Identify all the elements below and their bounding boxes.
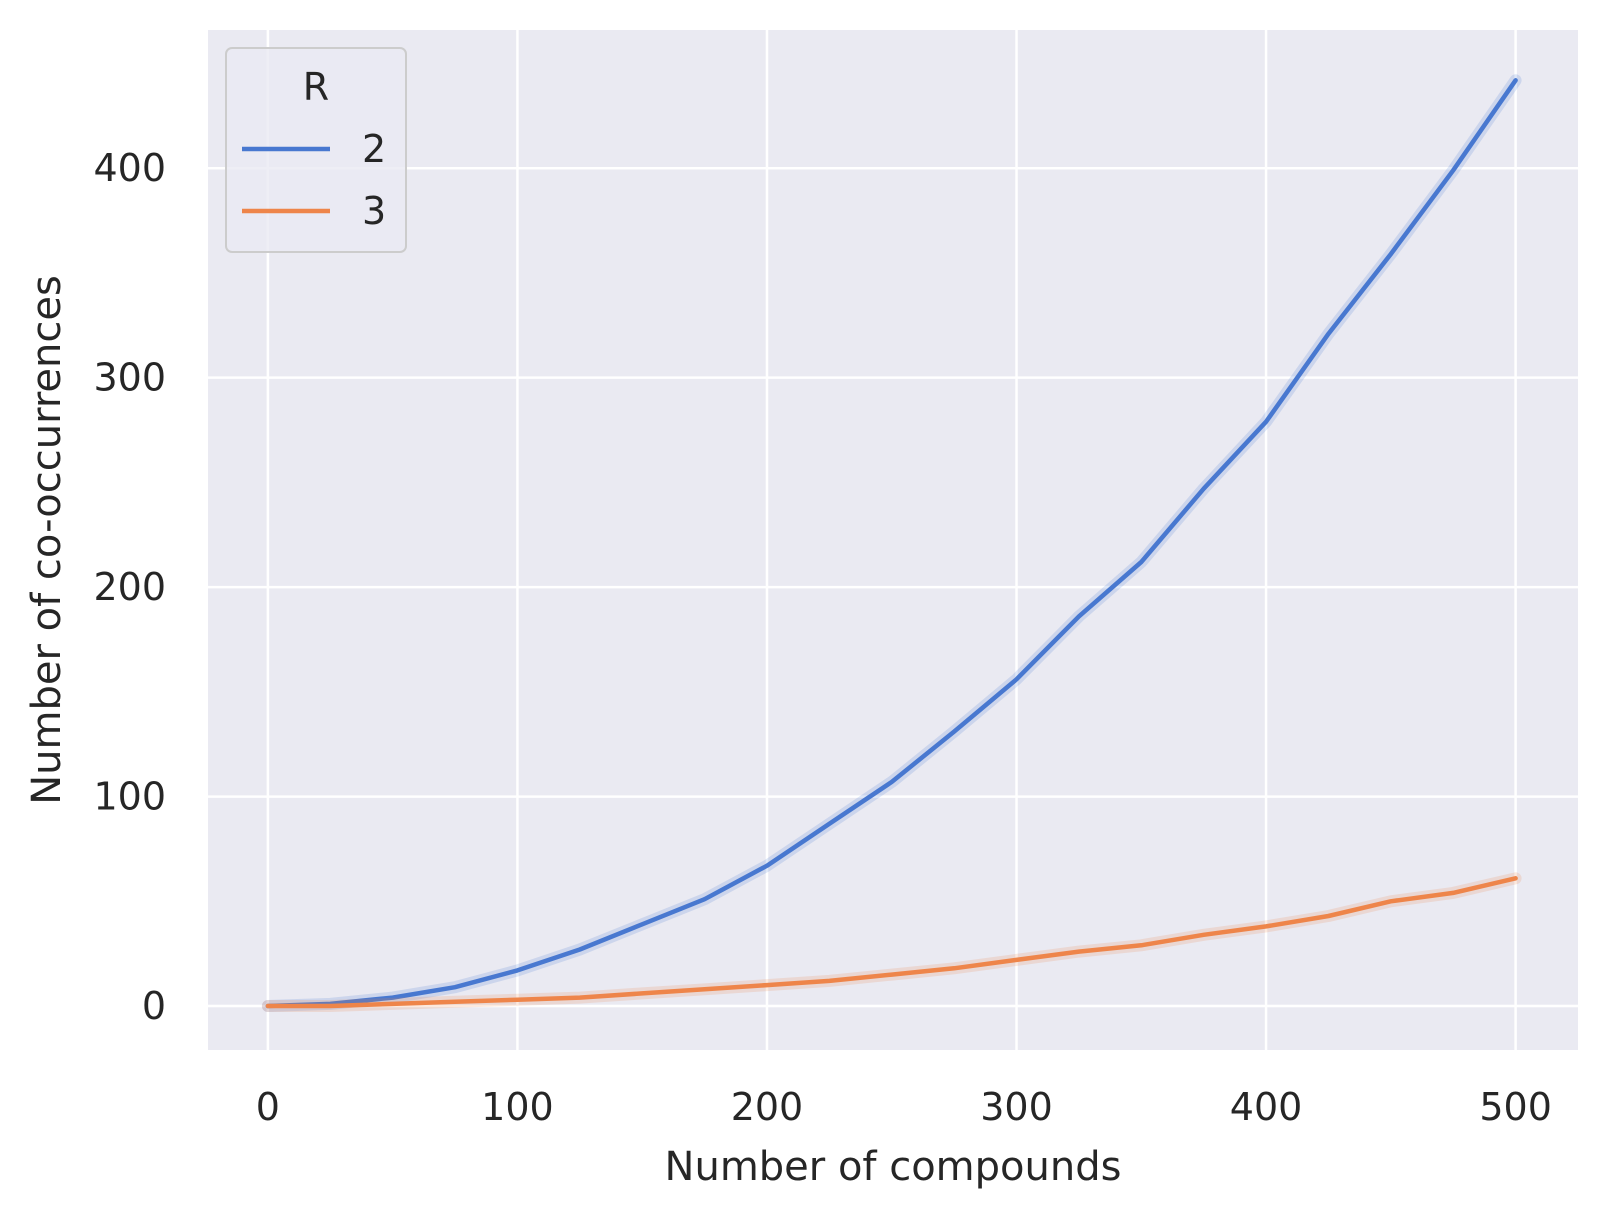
- x-tick-label: 200: [731, 1085, 804, 1129]
- series-line-1: [265, 78, 1518, 1009]
- plot-background: [208, 30, 1578, 1050]
- y-axis-ticks: 0 100 200 300 400: [93, 146, 166, 1028]
- legend-label-series-2: 3: [362, 189, 386, 233]
- legend: R 2 3: [225, 47, 407, 253]
- legend-title: R: [303, 65, 329, 109]
- legend-label-series-1: 2: [362, 127, 386, 171]
- y-tick-label: 200: [93, 565, 166, 609]
- y-tick-label: 300: [93, 356, 166, 400]
- series-line-2: [265, 876, 1518, 1009]
- y-tick-label: 100: [93, 775, 166, 819]
- x-axis-ticks: 0 100 200 300 400 500: [256, 1085, 1552, 1129]
- x-tick-label: 400: [1230, 1085, 1303, 1129]
- y-tick-label: 0: [142, 984, 166, 1028]
- grid-lines: [208, 30, 1578, 1050]
- y-axis-title: Number of co-occurrences: [24, 275, 70, 805]
- y-tick-label: 400: [93, 146, 166, 190]
- x-tick-label: 0: [256, 1085, 280, 1129]
- x-tick-label: 500: [1479, 1085, 1552, 1129]
- x-tick-label: 100: [481, 1085, 554, 1129]
- x-axis-title: Number of compounds: [665, 1144, 1122, 1190]
- series-lines: [261, 74, 1522, 1012]
- x-tick-label: 300: [980, 1085, 1053, 1129]
